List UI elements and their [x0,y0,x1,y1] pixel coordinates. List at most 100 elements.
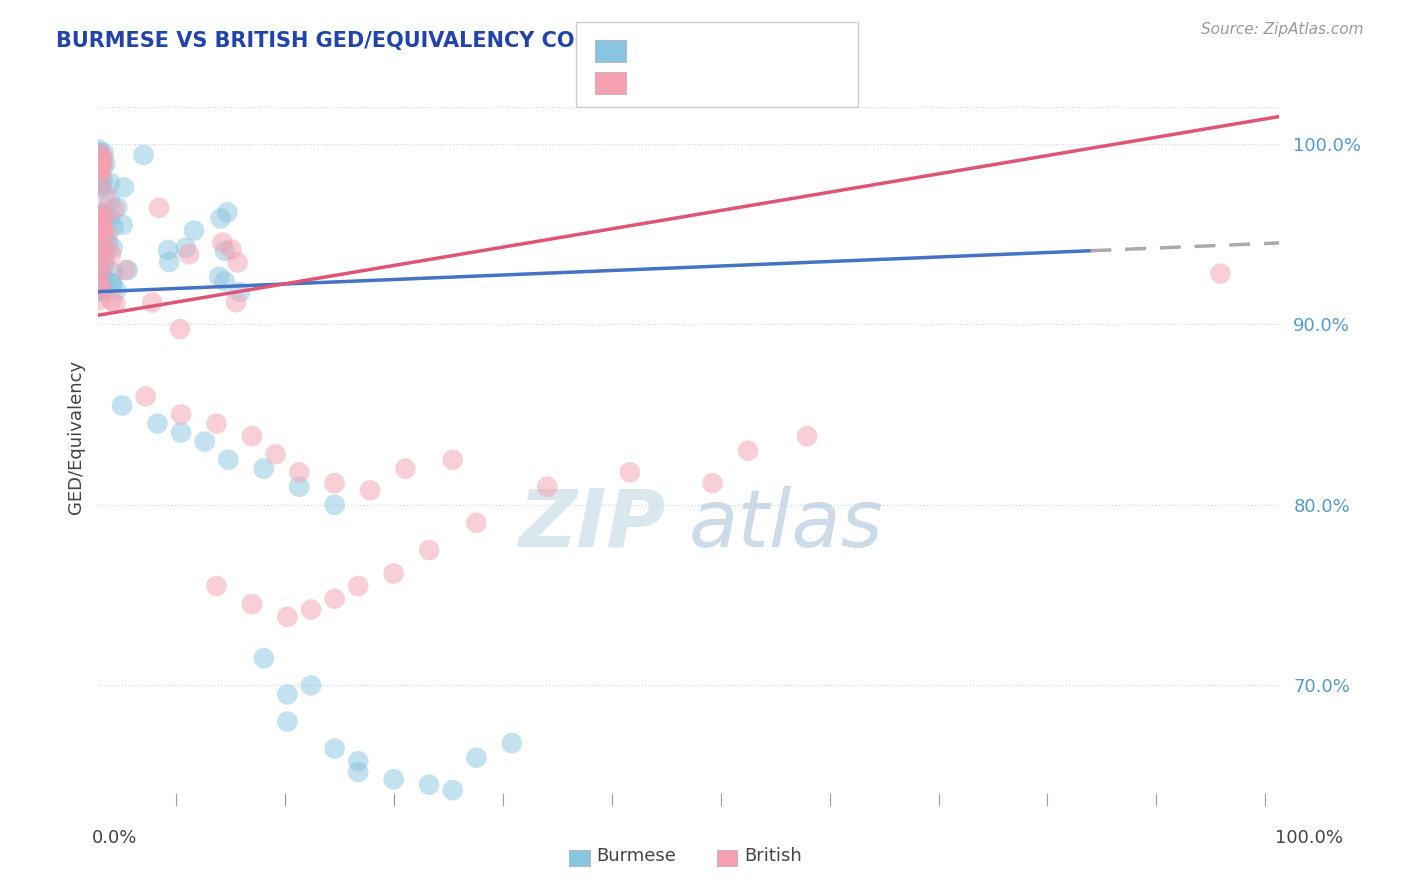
Point [90,147,112,161]
Point [98,194,121,208]
Point [170,425,193,440]
Point [98,211,121,225]
Point [465,750,488,764]
Point [276,714,298,729]
Point [103,219,125,234]
Point [225,295,247,310]
Point [299,602,322,616]
Point [194,434,217,449]
Point [382,772,405,787]
Point [208,269,231,284]
Point [132,148,155,162]
Point [157,255,180,269]
Text: atlas: atlas [689,486,884,564]
Point [94,257,117,271]
Point [94,282,117,296]
Point [87,161,110,176]
Point [157,243,180,257]
Point [117,263,139,277]
Point [87,145,110,159]
Point [103,202,125,217]
Point [90,153,112,167]
Point [217,452,239,467]
Point [89,268,111,282]
Point [205,579,228,593]
Point [94,157,117,171]
Text: British: British [744,847,801,865]
Point [323,476,346,491]
Text: R =: R = [634,40,676,60]
Point [90,149,112,163]
Point [347,754,370,768]
Text: 0.387: 0.387 [675,72,741,92]
Point [169,322,191,336]
Point [111,399,134,413]
Point [205,417,228,431]
Point [211,235,233,250]
Point [323,591,346,606]
Point [87,266,110,280]
Point [100,293,122,308]
Point [89,265,111,279]
Point [89,277,111,291]
Point [229,285,252,299]
Text: BURMESE VS BRITISH GED/EQUIVALENCY CORRELATION CHART: BURMESE VS BRITISH GED/EQUIVALENCY CORRE… [56,31,792,51]
Point [90,173,112,187]
Point [90,241,112,255]
Point [91,173,114,187]
Text: 70: 70 [785,72,814,92]
Point [146,417,169,431]
Point [90,226,112,240]
Point [91,268,114,282]
Point [441,783,464,797]
Point [226,255,249,269]
Point [111,218,134,232]
Point [93,146,115,161]
Point [100,277,122,291]
Point [89,211,111,226]
Point [619,465,641,479]
Point [209,211,232,226]
Point [101,241,124,255]
Point [87,226,110,240]
Point [737,443,759,458]
Text: 0.060: 0.060 [675,40,741,60]
Point [89,274,111,288]
Point [465,516,488,530]
Point [101,277,124,291]
Point [253,651,276,665]
Point [93,229,115,244]
Point [87,214,110,228]
Point [359,483,381,498]
Point [93,253,115,268]
Point [240,429,263,443]
Point [214,274,236,288]
Point [90,177,112,191]
Point [323,741,346,756]
Point [91,161,114,175]
Point [96,243,118,257]
Text: 87: 87 [785,40,814,60]
Point [89,241,111,255]
Point [90,244,112,259]
Point [89,251,111,265]
Point [323,498,346,512]
Point [87,143,110,157]
Point [90,236,112,251]
Point [98,176,121,190]
Point [1209,267,1232,281]
Text: Burmese: Burmese [596,847,676,865]
Point [87,210,110,224]
Point [90,225,112,239]
Point [418,778,440,792]
Point [89,223,111,237]
Point [90,282,112,296]
Point [702,476,724,491]
Point [276,609,298,624]
Point [347,579,370,593]
Point [93,209,115,223]
Point [796,429,818,443]
Point [87,177,110,191]
Point [135,389,157,403]
Point [221,243,243,257]
